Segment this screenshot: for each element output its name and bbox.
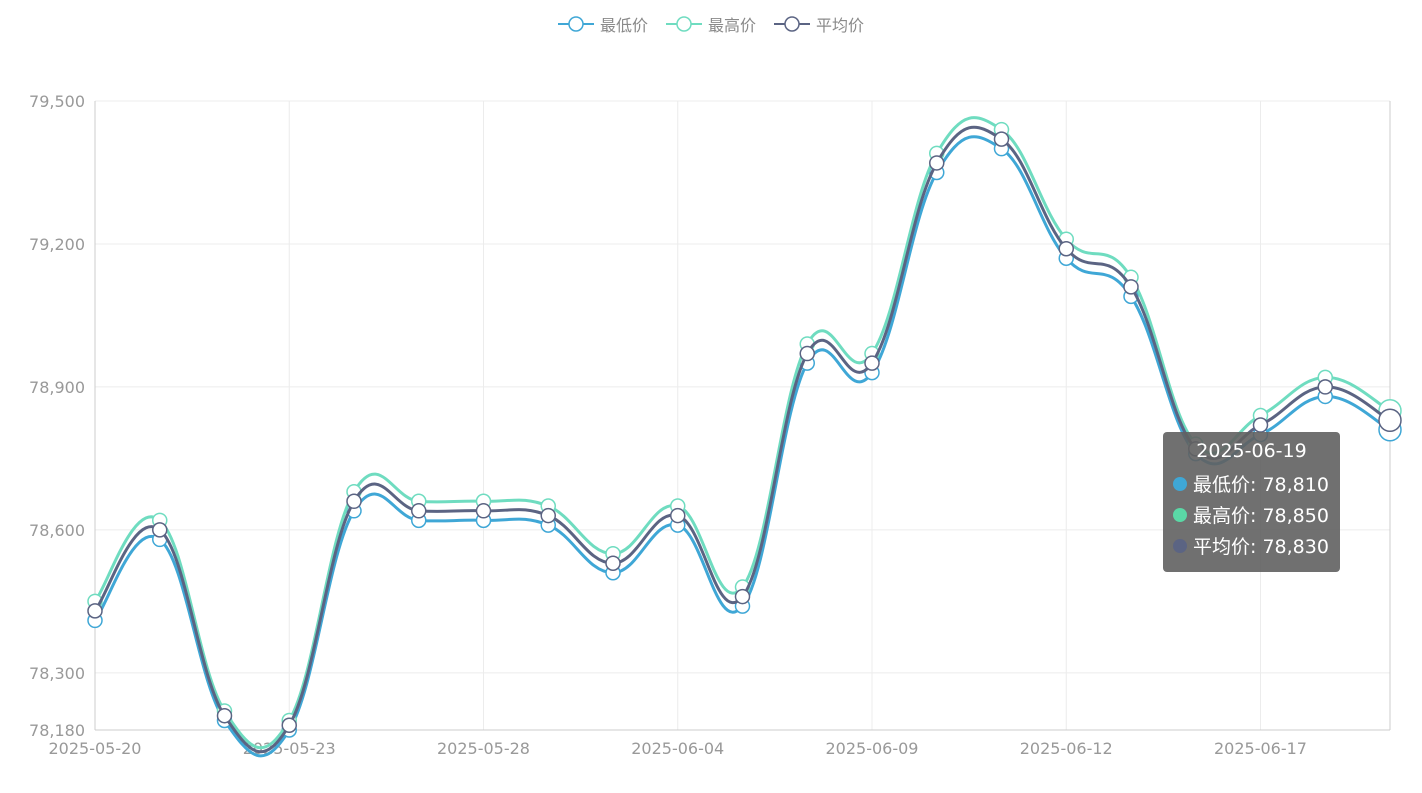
data-point[interactable] bbox=[346, 493, 362, 510]
legend-label-avg: 平均价 bbox=[816, 16, 865, 35]
x-tick-label: 2025-06-04 bbox=[631, 739, 724, 758]
data-point[interactable] bbox=[993, 131, 1010, 147]
y-tick-label: 78,180 bbox=[29, 721, 85, 740]
series-line-2 bbox=[93, 125, 1391, 754]
y-tick-label: 79,200 bbox=[29, 235, 85, 254]
data-point[interactable] bbox=[1058, 240, 1074, 257]
x-tick-label: 2025-05-20 bbox=[49, 739, 142, 758]
x-tick-label: 2025-06-12 bbox=[1020, 739, 1113, 758]
x-tick-label: 2025-06-09 bbox=[826, 739, 919, 758]
legend: 最低价 最高价 平均价 bbox=[0, 12, 1422, 36]
y-tick-label: 78,300 bbox=[29, 664, 85, 683]
tooltip-row-high: 最高价: 78,850 bbox=[1173, 499, 1330, 530]
y-tick-label: 78,600 bbox=[29, 521, 85, 540]
data-point[interactable] bbox=[670, 507, 686, 524]
series-color-dot bbox=[1173, 476, 1187, 491]
tooltip-value-low: 最低价: 78,810 bbox=[1193, 474, 1329, 496]
y-tick-label: 79,500 bbox=[29, 92, 85, 111]
data-point[interactable] bbox=[1123, 279, 1139, 295]
legend-item-high[interactable]: 最高价 bbox=[665, 12, 756, 36]
legend-label-high: 最高价 bbox=[707, 16, 756, 35]
data-point[interactable] bbox=[281, 717, 297, 733]
data-point[interactable] bbox=[87, 603, 103, 619]
x-tick-label: 2025-05-28 bbox=[437, 739, 530, 758]
grid bbox=[94, 100, 1391, 731]
series-lines bbox=[87, 116, 1402, 758]
data-point[interactable] bbox=[475, 503, 492, 519]
tooltip-value-high: 最高价: 78,850 bbox=[1193, 505, 1329, 527]
legend-line-circle-icon bbox=[665, 16, 702, 32]
axes: 78,180 78,300 78,600 78,900 79,200 79,500 2025… bbox=[29, 92, 1390, 758]
data-point[interactable] bbox=[929, 155, 945, 171]
data-point[interactable] bbox=[1252, 417, 1269, 433]
tooltip-value-avg: 平均价: 78,830 bbox=[1193, 536, 1329, 558]
tooltip-date: 2025-06-19 bbox=[1196, 440, 1307, 462]
data-point[interactable] bbox=[152, 522, 168, 538]
x-tick-label: 2025-05-23 bbox=[243, 739, 336, 758]
data-point[interactable] bbox=[540, 507, 556, 524]
data-point[interactable] bbox=[411, 503, 427, 519]
series-line-1 bbox=[93, 116, 1391, 750]
tooltip: 2025-06-19 最低价: 78,810 最高价: 78,850 平均价: … bbox=[1163, 432, 1340, 572]
data-point[interactable] bbox=[734, 588, 751, 605]
x-tick-label: 2025-06-17 bbox=[1214, 739, 1307, 758]
legend-item-low[interactable]: 最低价 bbox=[557, 12, 648, 36]
data-point[interactable] bbox=[605, 555, 621, 571]
y-tick-label: 78,900 bbox=[29, 378, 85, 397]
tooltip-row-low: 最低价: 78,810 bbox=[1173, 468, 1330, 499]
tooltip-row-avg: 平均价: 78,830 bbox=[1173, 530, 1330, 561]
legend-item-avg[interactable]: 平均价 bbox=[774, 12, 864, 36]
data-point[interactable] bbox=[1317, 379, 1333, 395]
series-color-dot bbox=[1173, 507, 1187, 522]
data-point[interactable] bbox=[1378, 408, 1402, 433]
series-color-dot bbox=[1173, 538, 1187, 553]
legend-line-circle-icon bbox=[557, 16, 594, 32]
data-point[interactable] bbox=[799, 345, 815, 362]
legend-label-low: 最低价 bbox=[599, 16, 648, 35]
data-point[interactable] bbox=[864, 355, 880, 371]
data-point[interactable] bbox=[216, 707, 233, 724]
legend-line-circle-icon bbox=[774, 16, 810, 32]
